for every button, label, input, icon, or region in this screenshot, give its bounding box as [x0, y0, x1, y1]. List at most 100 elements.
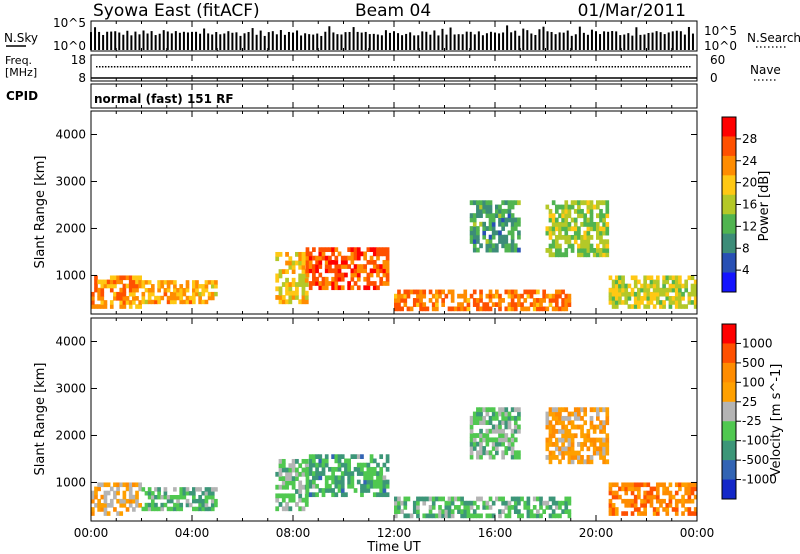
heatmap-cell: [614, 304, 619, 309]
heatmap-cell: [182, 487, 187, 492]
heatmap-cell: [536, 509, 540, 514]
heatmap-cell: [324, 264, 329, 269]
heatmap-cell: [668, 482, 673, 488]
heatmap-cell: [321, 488, 326, 493]
heatmap-cell: [363, 471, 368, 476]
heatmap-cell: [479, 415, 483, 421]
heatmap-cell: [520, 513, 524, 519]
heatmap-cell: [416, 289, 420, 295]
heatmap-cell: [132, 300, 136, 305]
heatmap-cell: [542, 306, 546, 312]
nave-dot: [322, 66, 324, 68]
heatmap-cell: [298, 251, 303, 257]
heatmap-cell: [138, 486, 142, 492]
heatmap-cell: [513, 289, 518, 295]
heatmap-cell: [318, 272, 323, 278]
heatmap-cell: [690, 511, 695, 516]
heatmap-cell: [513, 302, 518, 307]
heatmap-cell: [157, 491, 161, 496]
nave-dot: [495, 66, 497, 68]
heatmap-cell: [119, 296, 124, 301]
nave-dot: [289, 66, 292, 68]
heatmap-cell: [305, 268, 310, 274]
nave-dot: [435, 66, 438, 68]
heatmap-cell: [369, 483, 374, 489]
heatmap-cell: [340, 264, 345, 269]
heatmap-cell: [507, 505, 512, 510]
heatmap-cell: [166, 498, 171, 504]
heatmap-cell: [100, 507, 105, 512]
nave-dot: [376, 66, 378, 68]
heatmap-cell: [350, 251, 355, 257]
heatmap-cell: [394, 496, 398, 502]
heatmap-cell: [542, 509, 546, 514]
heatmap-cell: [592, 226, 597, 232]
heatmap-cell: [649, 283, 654, 289]
nave-dot: [477, 66, 479, 68]
heatmap-cell: [624, 287, 629, 293]
heatmap-cell: [363, 251, 368, 257]
heatmap-cell: [403, 500, 408, 506]
heatmap-cell: [551, 411, 556, 417]
nave-dot: [349, 66, 351, 68]
nave-dot: [313, 66, 316, 68]
heatmap-cell: [298, 277, 303, 283]
heatmap-cell: [416, 293, 420, 299]
heatmap-cell: [643, 275, 647, 281]
heatmap-cell: [488, 289, 493, 295]
nave-tick-top: 60: [710, 53, 725, 67]
heatmap-cell: [485, 441, 490, 447]
nave-dot: [602, 66, 605, 68]
heatmap-cell: [334, 259, 339, 265]
heatmap-cell: [624, 498, 629, 504]
heatmap-cell: [356, 466, 361, 472]
heatmap-cell: [479, 437, 483, 443]
heatmap-cell: [671, 279, 676, 285]
heatmap-cell: [321, 462, 326, 468]
heatmap-cell: [567, 454, 572, 460]
heatmap-cell: [363, 462, 368, 468]
heatmap-cell: [589, 415, 594, 421]
heatmap-cell: [510, 221, 515, 227]
heatmap-cell: [315, 466, 319, 472]
heatmap-cell: [589, 217, 594, 223]
heatmap-cell: [649, 494, 654, 500]
nave-dot: [328, 66, 330, 68]
heatmap-cell: [589, 234, 594, 240]
heatmap-cell: [428, 505, 433, 510]
heatmap-cell: [472, 441, 477, 447]
heatmap-cell: [614, 300, 619, 305]
heatmap-cell: [567, 459, 572, 465]
nave-dot: [584, 66, 587, 68]
heatmap-cell: [573, 230, 578, 236]
heatmap-cell: [561, 446, 565, 452]
heatmap-cell: [315, 462, 319, 468]
nave-trace: [96, 66, 691, 68]
heatmap-cell: [281, 463, 286, 469]
heatmap-cell: [504, 200, 509, 206]
nave-dot: [307, 66, 310, 68]
heatmap-cell: [275, 471, 280, 477]
nave-dot: [215, 66, 217, 68]
heatmap-cell: [295, 476, 299, 482]
heatmap-cell: [586, 252, 591, 258]
heatmap-cell: [366, 483, 371, 489]
heatmap-cell: [643, 498, 647, 504]
x-tick-label: 00:00: [680, 526, 715, 540]
heatmap-cell: [564, 428, 569, 434]
heatmap-cell: [460, 306, 464, 312]
heatmap-cell: [491, 302, 496, 307]
heatmap-cell: [495, 208, 499, 214]
heatmap-cell: [488, 226, 493, 231]
heatmap-cell: [637, 300, 641, 305]
heatmap-cell: [482, 226, 487, 231]
heatmap-cell: [662, 498, 666, 504]
heatmap-cell: [182, 491, 187, 496]
heatmap-cell: [517, 302, 521, 307]
heatmap-cell: [671, 296, 676, 301]
heatmap-cell: [573, 239, 578, 245]
heatmap-cell: [347, 471, 351, 476]
heatmap-cell: [431, 306, 436, 312]
heatmap-cell: [360, 483, 364, 489]
